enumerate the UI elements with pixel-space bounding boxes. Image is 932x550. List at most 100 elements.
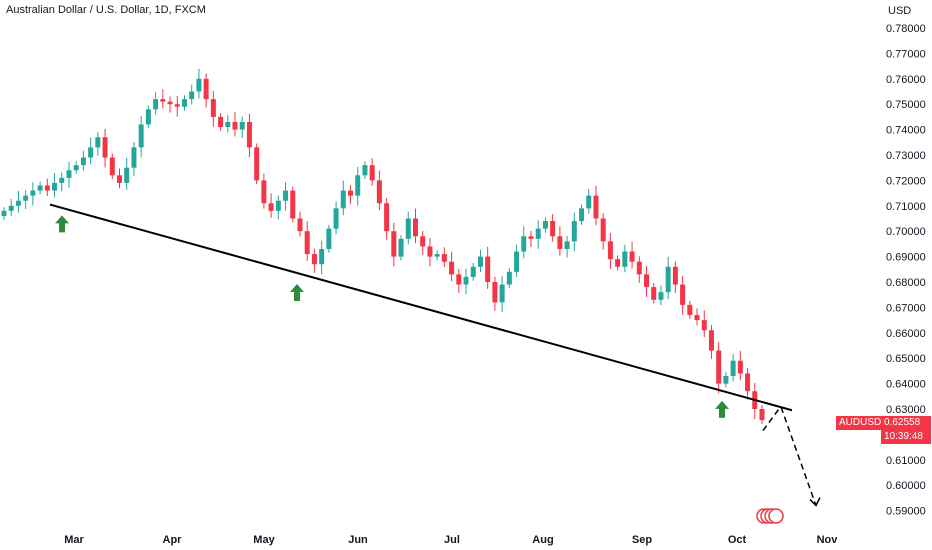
candle-body bbox=[477, 256, 483, 267]
candle-body bbox=[174, 104, 180, 107]
candle-body bbox=[564, 241, 570, 249]
candle-body bbox=[355, 175, 361, 196]
y-tick-label: 0.65000 bbox=[886, 353, 926, 365]
candle-body bbox=[434, 254, 440, 257]
candle-body bbox=[528, 236, 534, 239]
y-tick-label: 0.67000 bbox=[886, 302, 926, 314]
candle-body bbox=[225, 121, 231, 128]
candle-body bbox=[514, 251, 520, 272]
candle-body bbox=[369, 165, 375, 181]
candle-body bbox=[268, 203, 274, 211]
candle-body bbox=[290, 190, 296, 219]
candle-body bbox=[254, 147, 260, 181]
y-tick-label: 0.66000 bbox=[886, 328, 926, 340]
chart-title: Australian Dollar / U.S. Dollar, 1D, FXC… bbox=[6, 4, 206, 16]
support-trendline bbox=[49, 203, 793, 412]
candle-body bbox=[145, 109, 151, 125]
candle-body bbox=[311, 254, 317, 265]
candle-body bbox=[636, 261, 642, 275]
candle-body bbox=[658, 292, 664, 300]
candle-body bbox=[246, 121, 252, 148]
y-tick-label: 0.71000 bbox=[886, 201, 926, 213]
candle-body bbox=[622, 251, 628, 267]
candle-body bbox=[340, 190, 346, 209]
arrow-up-icon bbox=[715, 400, 729, 418]
y-tick-label: 0.77000 bbox=[886, 48, 926, 60]
candle-body bbox=[297, 218, 303, 232]
candle-body bbox=[102, 137, 108, 158]
candle-body bbox=[759, 409, 765, 421]
y-tick-label: 0.63000 bbox=[886, 404, 926, 416]
y-tick-label: 0.69000 bbox=[886, 252, 926, 264]
candle-body bbox=[730, 360, 736, 376]
candle-body bbox=[737, 360, 743, 374]
candle-body bbox=[362, 165, 368, 176]
candle-body bbox=[326, 228, 332, 249]
candle-body bbox=[672, 266, 678, 285]
candle-body bbox=[189, 91, 195, 100]
candle-body bbox=[542, 221, 548, 229]
candle-body bbox=[153, 99, 159, 110]
candle-body bbox=[283, 190, 289, 201]
candle-body bbox=[196, 78, 202, 92]
candle-body bbox=[66, 170, 72, 178]
candle-body bbox=[687, 304, 693, 316]
candle-body bbox=[427, 246, 433, 257]
candle-body bbox=[52, 182, 58, 191]
candle-body bbox=[535, 228, 541, 239]
candle-body bbox=[680, 284, 686, 305]
logo-stack-icon bbox=[768, 508, 784, 524]
candle-body bbox=[665, 266, 671, 293]
y-tick-label: 0.73000 bbox=[886, 150, 926, 162]
x-tick-label: Jun bbox=[348, 534, 368, 546]
projection-arrowhead bbox=[809, 497, 821, 507]
candle-body bbox=[629, 251, 635, 262]
y-tick-label: 0.59000 bbox=[886, 506, 926, 518]
candle-body bbox=[131, 147, 137, 168]
candle-body bbox=[701, 320, 707, 331]
candle-body bbox=[391, 231, 397, 257]
candle-body bbox=[470, 266, 476, 277]
candle-body bbox=[550, 221, 556, 237]
candle-body bbox=[73, 165, 79, 171]
candle-body bbox=[593, 195, 599, 219]
x-tick-label: Oct bbox=[728, 534, 747, 546]
candle-body bbox=[23, 195, 29, 201]
candle-body bbox=[463, 276, 469, 285]
candle-body bbox=[708, 330, 714, 351]
candle-body bbox=[88, 147, 94, 158]
candle-body bbox=[376, 180, 382, 204]
countdown-value: 10:39:48 bbox=[884, 431, 923, 442]
y-tick-label: 0.72000 bbox=[886, 175, 926, 187]
candle-body bbox=[348, 190, 354, 196]
price-badge: 0.62558 10:39:48 bbox=[881, 416, 931, 444]
candle-body bbox=[441, 254, 447, 262]
arrow-up-icon bbox=[290, 284, 304, 301]
candle-body bbox=[124, 167, 130, 183]
candle-body bbox=[600, 218, 606, 242]
candle-body bbox=[59, 177, 65, 183]
candle-body bbox=[643, 274, 649, 288]
y-tick-label: 0.76000 bbox=[886, 74, 926, 86]
candle-body bbox=[405, 218, 411, 239]
candle-body bbox=[319, 248, 325, 265]
candle-body bbox=[607, 241, 613, 260]
x-tick-label: Nov bbox=[817, 534, 839, 546]
candle-body bbox=[412, 218, 418, 237]
candle-body bbox=[499, 284, 505, 303]
candle-body bbox=[492, 282, 498, 303]
candle-body bbox=[117, 175, 123, 183]
candle-body bbox=[579, 208, 585, 222]
y-tick-label: 0.64000 bbox=[886, 379, 926, 391]
candle-body bbox=[203, 78, 209, 100]
candle-body bbox=[716, 350, 722, 384]
candle-body bbox=[506, 271, 512, 285]
projection-path bbox=[762, 405, 817, 506]
candle-body bbox=[218, 116, 224, 128]
price-value: 0.62558 bbox=[884, 417, 921, 428]
y-axis-currency-label: USD bbox=[888, 5, 911, 17]
candle-body bbox=[304, 231, 310, 255]
candle-body bbox=[80, 157, 86, 166]
candle-body bbox=[15, 200, 21, 206]
